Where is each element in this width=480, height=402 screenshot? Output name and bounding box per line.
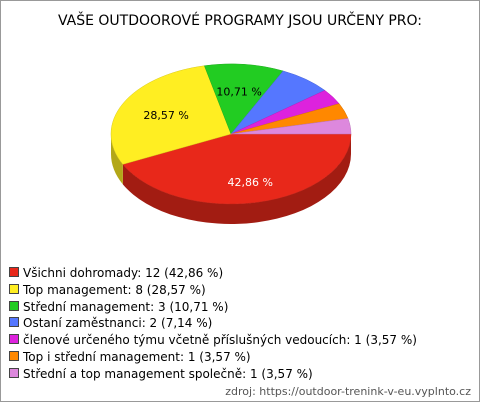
legend-swatch	[9, 300, 19, 311]
legend-swatch	[9, 350, 19, 361]
source: zdroj: https://outdoor-trenink-v-eu.vypl…	[225, 385, 471, 398]
legend-swatch	[9, 334, 19, 345]
legend-percent: 42,86 %	[168, 266, 219, 280]
legend-swatch	[9, 267, 19, 277]
legend-label: Střední a top management společně	[23, 366, 243, 381]
legend-label: Ostaní zaměstnanci	[23, 316, 142, 331]
slice	[230, 118, 352, 135]
legend-item: Všichni dohromady: 12 (42,86 %)	[9, 265, 417, 282]
legend-count: 1	[354, 333, 362, 348]
legend-percent: 3,57 %	[370, 333, 413, 348]
legend-label: Top i střední management	[23, 349, 180, 364]
slice-label: 10,71 %	[216, 85, 261, 98]
legend-count: 12	[145, 266, 161, 280]
legend-item: Střední a top management společně: 1 (3,…	[9, 366, 417, 383]
legend-count: 1	[187, 349, 196, 364]
legend-label: Střední management	[23, 299, 151, 314]
legend-label: Top management	[23, 282, 128, 297]
legend-item: Top management: 8 (28,57 %)	[9, 282, 417, 299]
slice	[122, 133, 352, 205]
pie-area: VAŠE OUTDOOROVÉ PROGRAMY JSOU URČENY PRO…	[58, 11, 422, 224]
legend-percent: 10,71 %	[174, 299, 224, 314]
legend-item: členové určeného týmu včetně příslušných…	[9, 332, 417, 349]
legend-swatch	[9, 367, 19, 378]
legend-percent: 3,57 %	[266, 366, 309, 381]
legend-item: Střední management: 3 (10,71 %)	[9, 299, 417, 316]
slice-label: 42,86 %	[227, 176, 272, 189]
legend-percent: 3,57 %	[203, 349, 246, 364]
chart-title: VAŠE OUTDOOROVÉ PROGRAMY JSOU URČENY PRO…	[58, 11, 422, 29]
legend-count: 8	[135, 282, 143, 297]
legend-label: členové určeného týmu včetně příslušných…	[23, 333, 347, 348]
legend-count: 2	[149, 316, 158, 331]
slice-label: 28,57 %	[143, 109, 188, 122]
legend-swatch	[9, 317, 19, 328]
slice	[204, 63, 284, 135]
legend-label: Všichni dohromady	[23, 266, 138, 280]
legend: Všichni dohromady: 12 (42,86 %) Top manag…	[9, 265, 417, 383]
slice-side	[122, 134, 351, 224]
legend-item: Ostaní zaměstnanci: 2 (7,14 %)	[9, 315, 417, 332]
legend-count: 1	[249, 366, 258, 381]
legend-swatch	[9, 283, 19, 294]
legend-item: Top i střední management: 1 (3,57 %)	[9, 349, 417, 366]
legend-percent: 28,57 %	[151, 282, 202, 297]
legend-count: 3	[158, 299, 166, 314]
legend-percent: 7,14 %	[165, 316, 208, 331]
slice-side	[111, 134, 123, 185]
slice	[110, 65, 232, 165]
